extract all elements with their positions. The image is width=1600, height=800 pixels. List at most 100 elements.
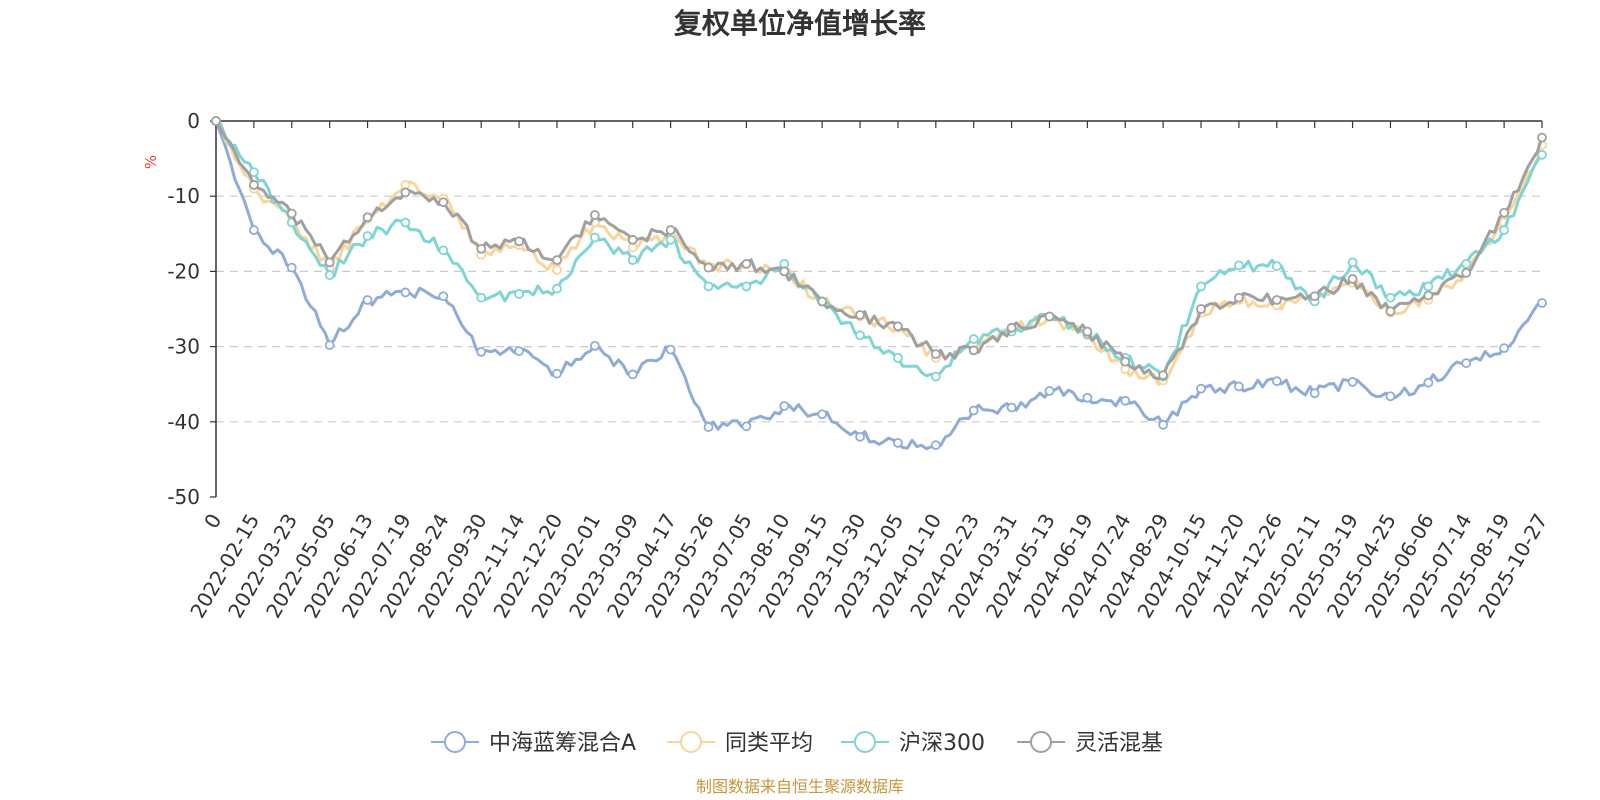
- series-lines: [211, 116, 1547, 451]
- data-point: [438, 291, 449, 302]
- data-point: [1423, 377, 1434, 388]
- data-point: [855, 431, 865, 442]
- data-point: [1461, 258, 1472, 269]
- data-point: [665, 344, 676, 355]
- data-point: [1196, 281, 1206, 292]
- data-point: [1347, 377, 1358, 387]
- x-tick-label: 0: [199, 510, 226, 533]
- data-point: [324, 270, 335, 281]
- data-point: [248, 167, 259, 178]
- series-1: [211, 116, 1547, 387]
- data-point: [930, 371, 941, 382]
- data-point: [1006, 402, 1017, 413]
- y-tick-label: -30: [167, 335, 200, 359]
- y-tick-label: -40: [167, 410, 200, 434]
- data-point: [893, 352, 903, 363]
- data-point: [1423, 290, 1434, 301]
- legend[interactable]: 中海蓝筹混合A 同类平均 沪深300 灵活混基: [431, 731, 1163, 756]
- data-point: [1461, 268, 1472, 278]
- data-point: [1385, 306, 1396, 317]
- data-point: [211, 116, 221, 126]
- data-point: [741, 421, 752, 432]
- data-point: [855, 330, 865, 341]
- data-point: [552, 283, 562, 294]
- data-point: [779, 401, 790, 411]
- data-point: [1120, 395, 1131, 406]
- data-point: [589, 210, 600, 220]
- data-point: [514, 346, 524, 357]
- legend-marker: [680, 731, 702, 753]
- data-point: [476, 346, 487, 357]
- data-point: [893, 321, 903, 332]
- legend-marker: [1030, 731, 1052, 753]
- data-point: [930, 349, 941, 360]
- data-point: [552, 255, 562, 266]
- series-line: [215, 119, 1544, 379]
- data-point: [1385, 292, 1396, 303]
- data-point: [324, 257, 335, 268]
- data-point: [1271, 376, 1282, 387]
- data-point: [1044, 386, 1055, 396]
- data-point: [1271, 261, 1282, 272]
- data-point: [1006, 322, 1017, 333]
- data-point: [248, 180, 259, 190]
- data-point: [779, 266, 790, 277]
- data-point: [741, 258, 752, 269]
- data-point: [741, 281, 752, 292]
- data-point: [627, 369, 638, 380]
- data-point: [627, 234, 638, 245]
- data-point: [1082, 392, 1093, 403]
- data-point: [817, 409, 828, 420]
- data-point: [1234, 292, 1244, 303]
- data-point: [703, 262, 714, 273]
- data-point: [552, 264, 562, 275]
- data-point: [286, 262, 297, 273]
- legend-label: 同类平均: [725, 731, 813, 756]
- data-point: [514, 236, 524, 247]
- data-point: [400, 287, 411, 298]
- data-point: [627, 255, 638, 266]
- data-point: [1196, 304, 1206, 314]
- data-point: [1385, 391, 1396, 402]
- series-line: [214, 120, 1544, 387]
- data-point: [1271, 295, 1282, 305]
- data-point: [665, 234, 676, 245]
- data-point: [1309, 291, 1320, 302]
- legend-item-3[interactable]: 灵活混基: [1017, 731, 1163, 756]
- data-point: [1158, 419, 1169, 430]
- series-3: [211, 116, 1547, 381]
- data-point: [1347, 257, 1358, 268]
- data-point: [968, 334, 979, 344]
- data-point: [1120, 356, 1131, 367]
- legend-item-1[interactable]: 同类平均: [667, 731, 813, 756]
- series-line: [214, 120, 1544, 381]
- data-point: [1309, 388, 1320, 399]
- data-point: [1499, 207, 1510, 218]
- data-point: [1234, 381, 1244, 392]
- data-point: [1537, 149, 1547, 160]
- data-point: [476, 292, 487, 303]
- data-point: [855, 310, 865, 320]
- data-point: [514, 289, 524, 299]
- y-tick-label: -20: [167, 259, 200, 283]
- data-point: [1461, 358, 1472, 369]
- data-point: [476, 243, 487, 254]
- data-point: [817, 296, 828, 307]
- data-point: [286, 208, 297, 219]
- legend-label: 沪深300: [899, 731, 985, 756]
- data-point: [930, 440, 941, 451]
- y-tick-label: -10: [167, 184, 200, 208]
- legend-item-2[interactable]: 沪深300: [841, 731, 985, 756]
- y-tick-label: -50: [167, 485, 200, 509]
- legend-marker: [854, 731, 876, 753]
- series-2: [211, 116, 1547, 382]
- axes: 0-10-20-30-40-5002022-02-152022-03-23202…: [167, 109, 1552, 622]
- data-point: [362, 212, 373, 223]
- legend-item-0[interactable]: 中海蓝筹混合A: [431, 731, 636, 756]
- legend-label: 中海蓝筹混合A: [489, 731, 636, 756]
- data-point: [438, 245, 449, 256]
- data-point: [703, 281, 714, 292]
- data-point: [552, 368, 562, 379]
- data-point: [1499, 343, 1510, 354]
